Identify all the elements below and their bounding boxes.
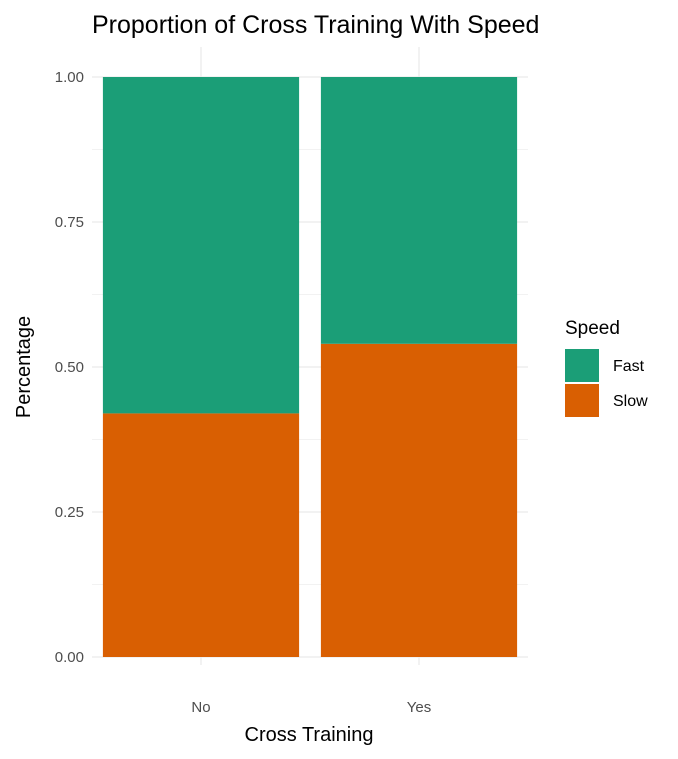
- legend-swatch-slow: [565, 384, 599, 417]
- legend-label-slow: Slow: [613, 393, 648, 410]
- x-axis-title: Cross Training: [245, 724, 374, 746]
- y-tick-label: 1.00: [55, 69, 84, 86]
- chart-title: Proportion of Cross Training With Speed: [92, 11, 539, 39]
- legend-entries: Fast Slow: [565, 349, 648, 417]
- bar-fast-yes: [320, 77, 518, 344]
- bar-fast-no: [102, 77, 300, 414]
- x-tick-label: No: [191, 699, 210, 716]
- y-tick-label: 0.75: [55, 214, 84, 231]
- y-tick-label: 0.00: [55, 649, 84, 666]
- legend-label-fast: Fast: [613, 358, 645, 375]
- bar-slow-no: [102, 413, 300, 657]
- y-tick-label: 0.25: [55, 504, 84, 521]
- y-axis-title: Percentage: [13, 316, 35, 418]
- legend-swatch-fast: [565, 349, 599, 382]
- x-tick-label: Yes: [407, 699, 431, 716]
- x-axis-ticks: No Yes: [191, 699, 431, 716]
- y-tick-label: 0.50: [55, 359, 84, 376]
- bar-slow-yes: [320, 343, 518, 657]
- y-axis-ticks: 0.00 0.25 0.50 0.75 1.00: [55, 69, 84, 666]
- legend: Speed Fast Slow: [565, 318, 648, 417]
- legend-title: Speed: [565, 318, 620, 339]
- bars: [102, 77, 518, 657]
